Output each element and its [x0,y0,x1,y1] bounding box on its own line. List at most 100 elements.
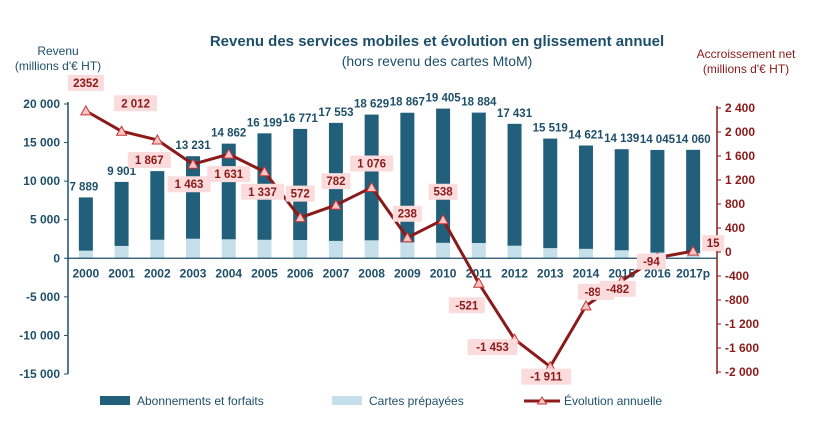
x-tick-label: 2012 [501,266,528,280]
bar-cartes-prepayees [293,239,308,259]
bar-abonnements-forfaits [650,149,665,253]
bar-total-label: 15 519 [533,123,568,135]
evolution-label: -1 453 [476,342,509,354]
y-right-tick-label: 1 600 [725,149,755,163]
bar-total-label: 18 867 [390,97,425,109]
evolution-point [472,277,485,288]
evolution-point [365,181,378,192]
evolution-label: 782 [326,176,345,188]
bar-abonnements-forfaits [364,114,379,241]
y-left-title-line2: (millions d'€ HT) [15,59,101,73]
x-tick-label: 2008 [358,266,385,280]
evolution-label: 1 463 [175,179,204,191]
bar-total-label: 14 862 [211,128,246,140]
bar-total-label: 7 889 [69,181,98,193]
bar-cartes-prepayees [436,242,451,259]
y-right-tick-label: 2 000 [725,125,755,139]
evolution-label-box [702,235,725,252]
y-left-tick-label: -15 000 [19,367,60,381]
legend-label-prepayees: Cartes prépayées [369,394,464,408]
evolution-label: -482 [606,284,629,296]
bar-cartes-prepayees [257,239,272,259]
chart-title: Revenu des services mobiles et évolution… [210,33,664,50]
evolution-point [222,148,235,159]
y-left-tick-label: -5 000 [26,290,60,304]
evolution-label-box [114,95,158,112]
bar-abonnements-forfaits [543,138,558,249]
y-left-tick-label: 0 [53,251,60,265]
bar-total-label: 18 629 [354,99,389,111]
bar-total-label: 18 884 [461,97,497,109]
evolution-label: -1 911 [530,372,563,384]
evolution-label: 572 [291,189,310,201]
y-left-tick-label: 10 000 [23,174,60,188]
bar-abonnements-forfaits [507,123,522,246]
y-left-tick-label: 5 000 [30,213,60,227]
bar-abonnements-forfaits [400,112,415,243]
x-tick-label: 2004 [215,266,242,280]
bar-abonnements-forfaits [471,112,486,243]
y-left-title-line1: Revenu [37,44,78,58]
evolution-label-box [428,183,458,200]
legend-swatch-abonnements [100,396,130,405]
y-right-tick-label: -1 200 [725,317,759,331]
evolution-label: 1 076 [357,158,386,170]
x-tick-label: 2002 [144,266,171,280]
y-left-tick-label: -10 000 [19,328,60,342]
evolution-label-box [285,185,315,202]
bar-cartes-prepayees [114,245,129,259]
evolution-point [330,199,342,210]
bar-abonnements-forfaits [78,197,93,251]
bar-cartes-prepayees [471,242,486,259]
bar-cartes-prepayees [400,242,415,259]
evolution-point [294,211,307,223]
y-right-tick-label: -1 600 [725,341,759,355]
evolution-label: 2 012 [121,98,150,110]
bar-total-label: 14 139 [604,133,639,145]
bar-cartes-prepayees [150,239,165,259]
legend: Abonnements et forfaits Cartes prépayées… [100,393,662,408]
bar-total-label: 14 060 [676,134,711,146]
bar-total-label: 14 045 [640,134,676,146]
evolution-point [258,165,271,177]
y-right-tick-label: -800 [725,293,749,307]
bar-cartes-prepayees [686,253,701,259]
x-tick-label: 2003 [180,266,207,280]
evolution-label-box [67,74,104,91]
y-right-tick-label: 400 [725,221,745,235]
evolution-label: 238 [398,209,418,221]
y-right-title-line2: (millions d'€ HT) [703,62,789,76]
evolution-point [151,133,164,145]
evolution-label-box [467,339,518,356]
bar-total-label: 17 553 [318,107,353,119]
x-tick-label: 2010 [430,266,457,280]
bar-cartes-prepayees [221,239,236,259]
evolution-point [80,104,92,116]
bar-total-label: 16 771 [283,113,319,125]
bar-abonnements-forfaits [436,108,451,243]
y-left-tick-label: 15 000 [23,136,60,150]
y-right-tick-label: -400 [725,269,749,283]
x-tick-label: 2005 [251,266,278,280]
y-right-tick-label: 0 [725,245,732,259]
bar-cartes-prepayees [507,245,522,259]
chart-subtitle: (hors revenu des cartes MtoM) [342,53,533,69]
evolution-label-box [521,368,572,385]
evolution-label-box [636,253,666,270]
evolution-label-box [448,297,485,314]
legend-label-abonnements: Abonnements et forfaits [137,394,264,408]
bar-cartes-prepayees [186,238,201,259]
bar-abonnements-forfaits [614,149,629,251]
y-right-tick-label: 1 200 [725,173,755,187]
bar-abonnements-forfaits [114,181,129,246]
bar-total-label: 9 901 [107,166,136,178]
evolution-label: 15 [707,238,720,250]
evolution-point [115,125,128,136]
evolution-point [580,299,592,311]
evolution-label: -521 [455,300,479,312]
y-right-tick-label: 2 400 [725,101,755,115]
evolution-label: 1 867 [135,155,164,167]
bar-cartes-prepayees [543,248,558,259]
plot-area: 20 000 15 000 10 000 5 000 0 -5 000 -10 000 -15… [19,74,759,385]
x-tick-label: 2017p [676,266,710,280]
